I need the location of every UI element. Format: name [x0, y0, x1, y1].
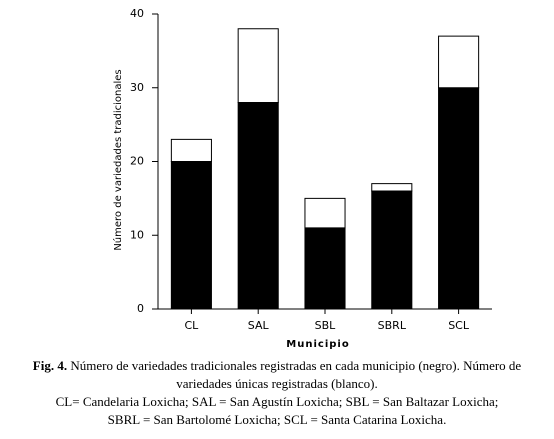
y-tick-label: 40 [130, 7, 144, 20]
caption-line: SBRL = San Bartolomé Loxicha; SCL = Sant… [107, 412, 447, 427]
x-tick-label: SBL [315, 319, 337, 332]
caption-text: Número de variedades tradicionales regis… [70, 358, 522, 391]
y-tick-label: 20 [130, 155, 144, 168]
caption-line: CL= Candelaria Loxicha; SAL = San Agustí… [55, 394, 499, 409]
caption-lines: CL= Candelaria Loxicha; SAL = San Agustí… [7, 393, 547, 429]
bar-segment [304, 227, 346, 310]
caption-label: Fig. 4. [32, 358, 68, 373]
bar-segment [371, 183, 413, 192]
y-tick-label: 0 [137, 302, 144, 315]
bar-segment [438, 35, 480, 89]
x-tick-label: SAL [248, 319, 270, 332]
y-tick-label: 10 [130, 228, 144, 241]
bar-segment [237, 28, 279, 103]
caption-line: Fig. 4. Número de variedades tradicional… [7, 357, 547, 393]
x-tick-label: CL [184, 319, 199, 332]
bar-segment [237, 102, 279, 310]
bar-segment [170, 161, 212, 310]
bar-segment [371, 190, 413, 310]
x-axis-label: Municipio [286, 339, 349, 350]
x-tick-label: SCL [448, 319, 470, 332]
bar-segment [304, 197, 346, 229]
bar-segment [170, 138, 212, 162]
bar-segment [438, 87, 480, 310]
chart: Número de variedades tradicionales Munic… [112, 7, 492, 350]
caption: Fig. 4. Número de variedades tradicional… [7, 357, 547, 429]
y-tick-label: 30 [130, 81, 144, 94]
y-axis-label: Número de variedades tradicionales [112, 69, 124, 250]
x-tick-label: SBRL [378, 319, 407, 332]
